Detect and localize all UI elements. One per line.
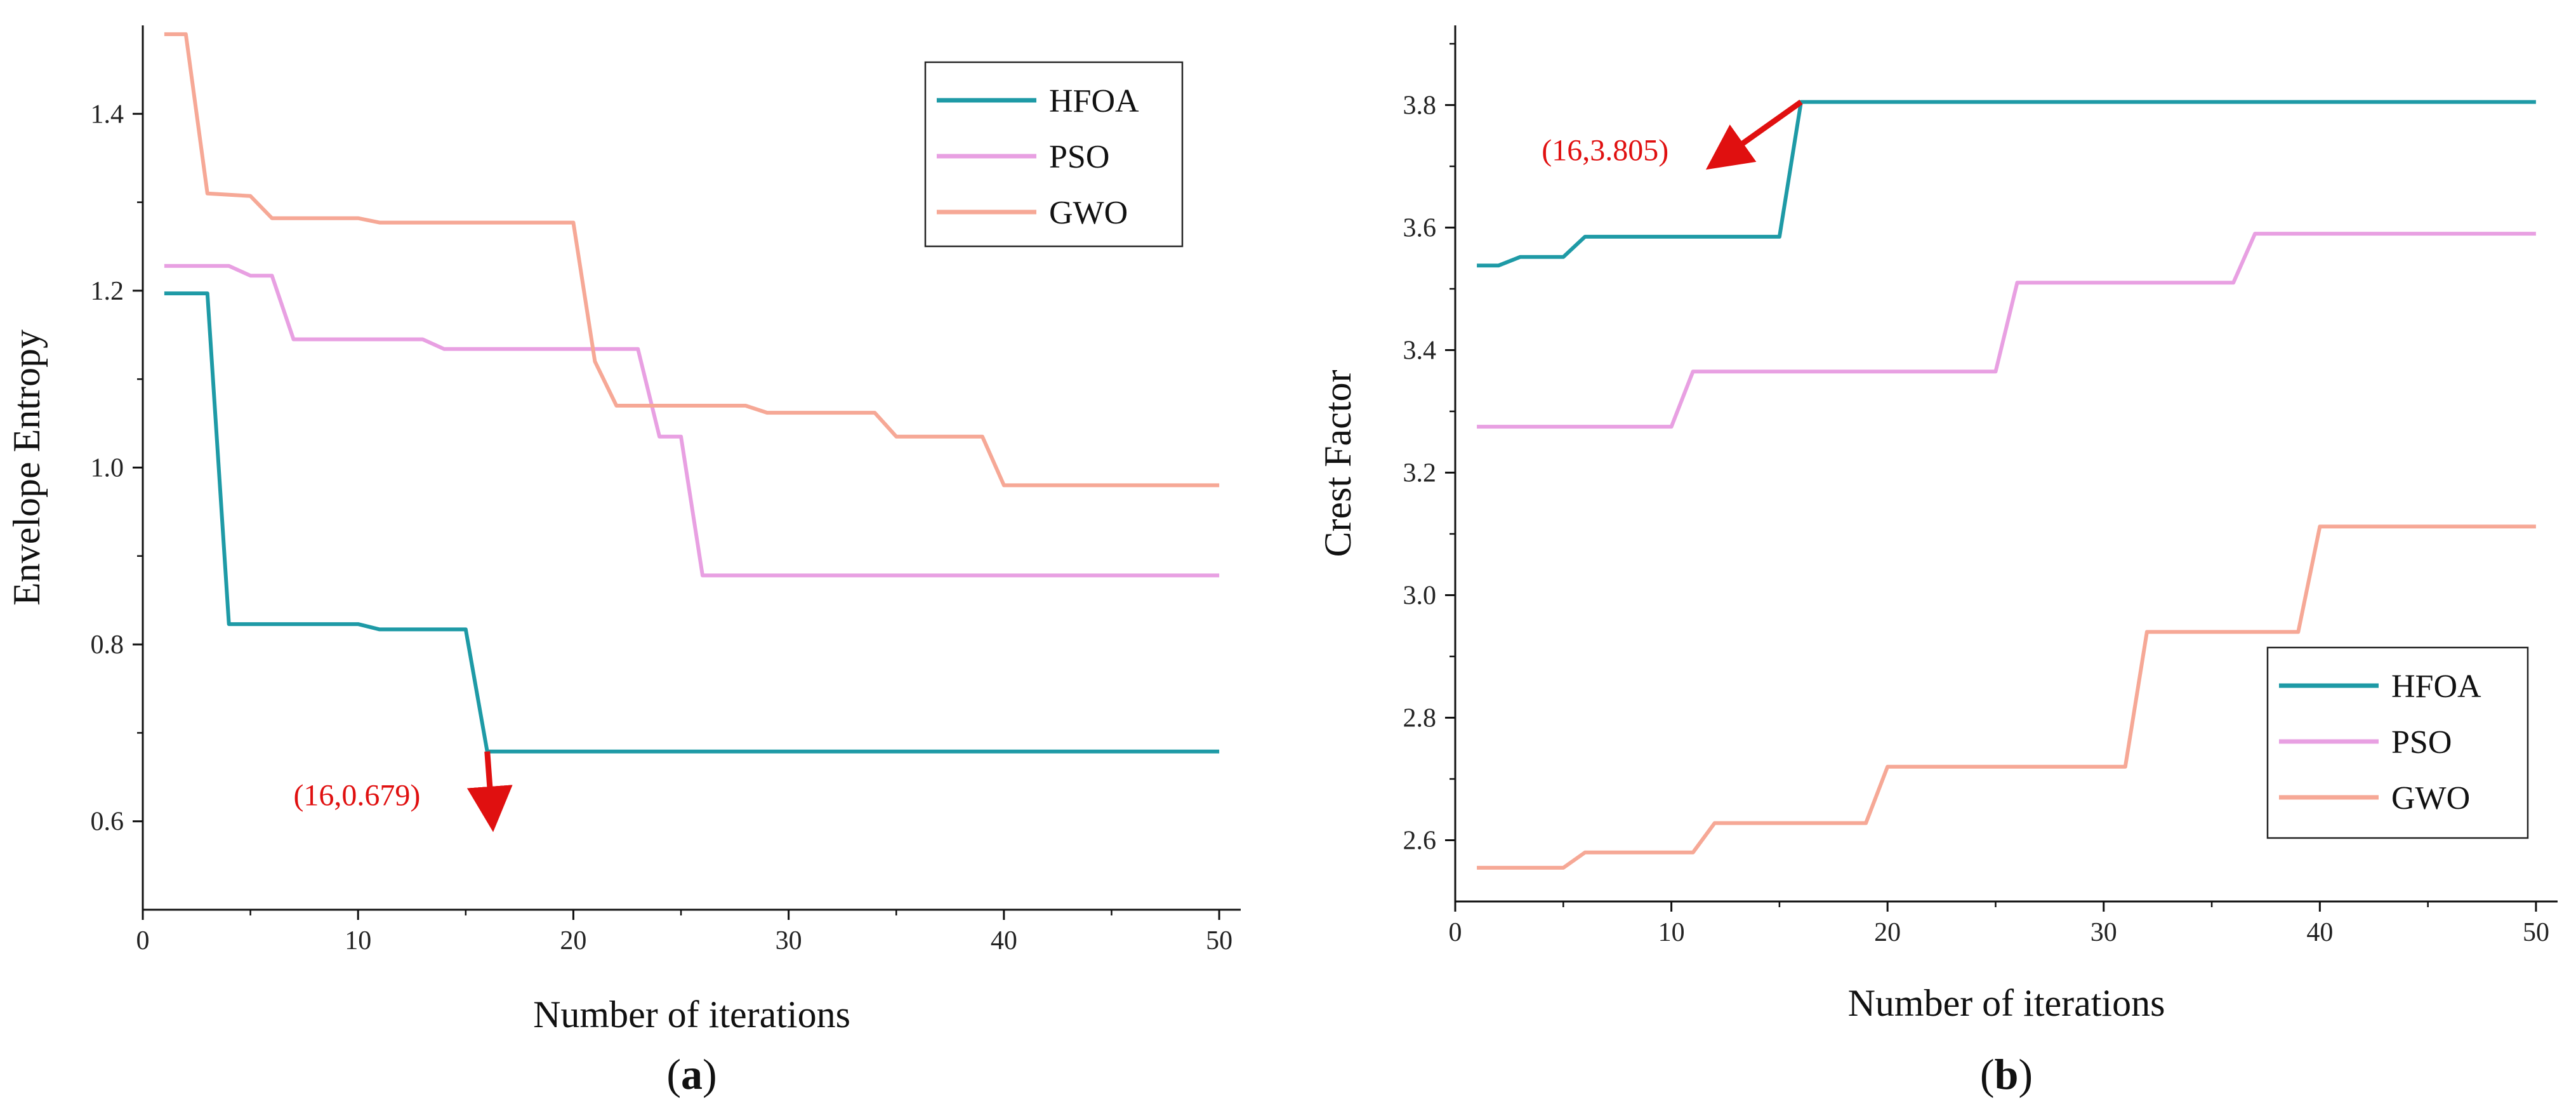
y-axis-title: Crest Factor (1317, 370, 1359, 557)
legend-label-hfoa: HFOA (2391, 668, 2481, 705)
legend-label-gwo: GWO (2391, 780, 2470, 816)
legend-label-pso: PSO (1049, 139, 1109, 175)
x-tick-label: 50 (2523, 918, 2549, 947)
y-tick-label: 0.6 (91, 808, 124, 837)
y-axis-title: Envelope Entropy (6, 329, 48, 606)
x-tick-label: 40 (2306, 918, 2333, 947)
y-tick-label: 1.2 (91, 277, 124, 306)
x-tick-label: 10 (1658, 918, 1685, 947)
y-tick-label: 0.8 (91, 630, 124, 660)
panel-a-chart: 0 10 20 30 40 50 0.6 0.8 1.0 1.2 1.4 Number of iter… (6, 25, 1241, 1098)
x-tick-label: 30 (776, 926, 802, 955)
x-tick-label: 0 (1449, 918, 1462, 947)
panel-b-chart: 0 10 20 30 40 50 2.6 2.8 3.0 3.2 3.4 3.6 3.8 Number o… (1317, 25, 2558, 1098)
panel-label: (b) (1980, 1050, 2033, 1098)
x-tick-label: 20 (1874, 918, 1901, 947)
y-tick-label: 3.0 (1403, 581, 1437, 610)
x-axis-title: Number of iterations (533, 994, 850, 1035)
y-tick-label: 3.8 (1403, 91, 1437, 120)
panel-label-letter: a (681, 1050, 703, 1098)
series-line-hfoa (164, 291, 1220, 754)
x-tick-label: 40 (991, 926, 1017, 955)
annotation-arrow (1705, 99, 1803, 170)
legend-label-gwo: GWO (1049, 195, 1128, 231)
x-tick-label: 30 (2091, 918, 2117, 947)
annotation-arrow (466, 751, 513, 832)
series-line-pso (164, 263, 1220, 578)
x-tick-label: 50 (1206, 926, 1232, 955)
x-tick-label: 10 (345, 926, 371, 955)
panel-label: (a) (666, 1050, 717, 1098)
y-tick-label: 2.8 (1403, 703, 1437, 733)
y-tick-label: 3.4 (1403, 336, 1437, 365)
series-line-gwo (164, 32, 1220, 488)
legend-label-pso: PSO (2391, 724, 2452, 761)
series-line-hfoa (1477, 100, 2536, 268)
y-tick-label: 3.2 (1403, 458, 1437, 488)
y-tick-label: 1.4 (91, 100, 124, 129)
panel-label-letter: b (1995, 1050, 2019, 1098)
y-tick-label: 1.0 (91, 454, 124, 483)
y-tick-label: 2.6 (1403, 826, 1437, 855)
x-tick-label: 0 (136, 926, 150, 955)
annotation-label: (16,0.679) (293, 779, 420, 813)
x-axis-title: Number of iterations (1848, 982, 2165, 1024)
y-tick-label: 3.6 (1403, 213, 1437, 243)
series-line-pso (1477, 232, 2536, 429)
x-tick-label: 20 (560, 926, 586, 955)
series-line-gwo (1477, 524, 2536, 870)
annotation-label: (16,3.805) (1542, 133, 1668, 167)
legend-label-hfoa: HFOA (1049, 83, 1139, 119)
